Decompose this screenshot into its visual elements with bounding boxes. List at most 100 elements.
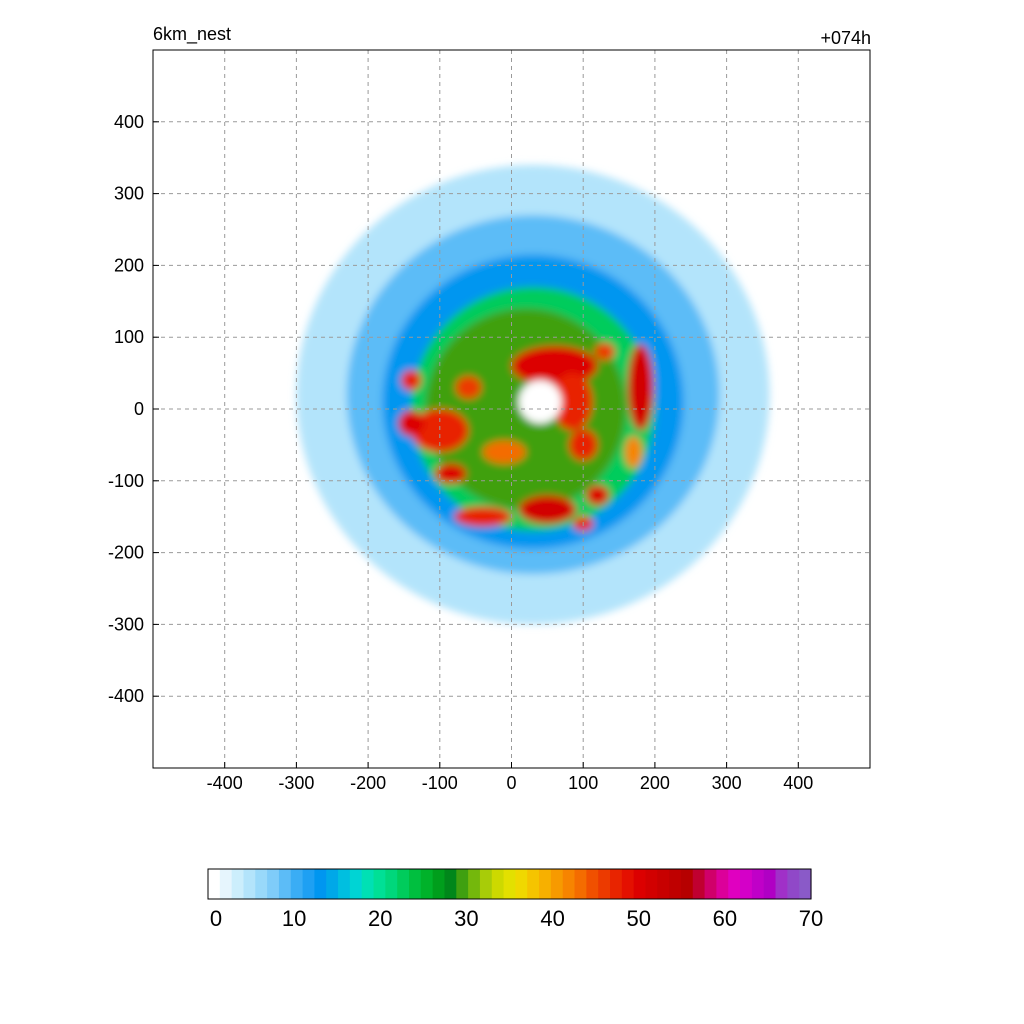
field-cell-19 <box>482 440 526 464</box>
colorbar-swatch-40 <box>680 869 694 899</box>
colorbar-tick-label: 0 <box>210 906 222 931</box>
field-cell-16 <box>401 370 422 391</box>
colorbar-swatch-14 <box>373 869 386 899</box>
y-axis-ticks: 400 300 200 100 0 -100 -200 -300 -400 <box>108 112 159 706</box>
colorbar-swatch-2 <box>231 869 245 899</box>
colorbar-swatch-21 <box>456 869 469 899</box>
panel-title-right: +074h <box>820 28 871 48</box>
x-tick-label: -200 <box>350 773 386 793</box>
colorbar-tick-label: 10 <box>282 906 306 931</box>
x-tick-label: -100 <box>422 773 458 793</box>
y-tick-label: 200 <box>114 255 144 275</box>
field-cell-13 <box>586 485 610 506</box>
colorbar-tick-label: 60 <box>713 906 737 931</box>
colorbar-tick-label: 30 <box>454 906 478 931</box>
x-tick-label: 200 <box>640 773 670 793</box>
colorbar-swatch-36 <box>633 869 647 899</box>
colorbar-swatch-33 <box>598 869 611 899</box>
colorbar-swatch-20 <box>444 869 457 899</box>
field-cell-11 <box>518 495 577 524</box>
x-tick-label: 0 <box>506 773 516 793</box>
colorbar-swatch-43 <box>716 869 729 899</box>
colorbar-swatch-15 <box>385 869 398 899</box>
colorbar-swatch-35 <box>621 869 635 899</box>
colorbar-swatch-46 <box>751 869 765 899</box>
colorbar-swatch-29 <box>550 869 564 899</box>
y-tick-label: -300 <box>108 614 144 634</box>
colorbar-tick-label: 40 <box>540 906 564 931</box>
y-tick-label: 0 <box>134 399 144 419</box>
colorbar-swatch-23 <box>479 869 493 899</box>
reflectivity-field <box>296 164 770 625</box>
colorbar-swatch-3 <box>243 869 256 899</box>
colorbar-swatch-39 <box>669 869 682 899</box>
colorbar-swatch-4 <box>255 869 268 899</box>
y-tick-label: 400 <box>114 112 144 132</box>
colorbar-swatch-25 <box>503 869 517 899</box>
colorbar-swatch-22 <box>468 869 481 899</box>
colorbar-swatch-12 <box>349 869 363 899</box>
x-tick-label: -400 <box>207 773 243 793</box>
field-cell-7 <box>627 344 654 431</box>
colorbar-swatch-18 <box>420 869 434 899</box>
colorbar-swatch-10 <box>326 869 339 899</box>
field-cell-20 <box>624 436 642 468</box>
y-tick-label: 100 <box>114 327 144 347</box>
plot-area <box>153 50 870 768</box>
colorbar-swatch-30 <box>562 869 576 899</box>
colorbar-swatch-16 <box>397 869 410 899</box>
field-cell-10 <box>434 463 467 484</box>
colorbar-swatch-48 <box>775 869 788 899</box>
y-tick-label: 300 <box>114 184 144 204</box>
colorbar <box>208 869 812 899</box>
field-cell-15 <box>455 375 482 399</box>
panel-title-left: 6km_nest <box>153 24 231 45</box>
colorbar-tick-label: 70 <box>799 906 823 931</box>
colorbar-swatch-42 <box>704 869 718 899</box>
colorbar-tick-label: 20 <box>368 906 392 931</box>
colorbar-swatch-0 <box>208 869 221 899</box>
field-cell-12 <box>454 506 512 527</box>
field-cell-6 <box>552 373 593 431</box>
colorbar-swatch-27 <box>527 869 540 899</box>
colorbar-swatch-32 <box>586 869 599 899</box>
y-tick-label: -100 <box>108 471 144 491</box>
x-tick-label: -300 <box>278 773 314 793</box>
colorbar-swatch-13 <box>361 869 375 899</box>
colorbar-swatch-44 <box>728 869 741 899</box>
colorbar-tick-label: 50 <box>626 906 650 931</box>
colorbar-swatch-19 <box>432 869 446 899</box>
colorbar-swatch-8 <box>302 869 316 899</box>
colorbar-swatch-6 <box>278 869 292 899</box>
colorbar-swatch-11 <box>338 869 351 899</box>
colorbar-swatch-50 <box>799 869 812 899</box>
field-cell-9 <box>398 410 425 437</box>
colorbar-swatch-47 <box>763 869 777 899</box>
colorbar-swatch-49 <box>787 869 800 899</box>
x-tick-label: 100 <box>568 773 598 793</box>
colorbar-swatch-34 <box>610 869 623 899</box>
field-cell-17 <box>594 342 615 361</box>
colorbar-swatch-24 <box>491 869 505 899</box>
colorbar-swatch-17 <box>409 869 422 899</box>
colorbar-swatch-41 <box>692 869 706 899</box>
y-tick-label: -400 <box>108 686 144 706</box>
x-axis-ticks: -400 -300 -200 -100 0 100 200 300 400 <box>207 762 813 793</box>
colorbar-swatch-45 <box>740 869 753 899</box>
colorbar-swatch-5 <box>267 869 280 899</box>
colorbar-swatch-7 <box>290 869 304 899</box>
colorbar-swatch-26 <box>515 869 528 899</box>
colorbar-swatch-38 <box>657 869 670 899</box>
colorbar-swatch-9 <box>314 869 327 899</box>
colorbar-swatch-28 <box>539 869 552 899</box>
storm-eye <box>518 380 562 424</box>
colorbar-swatch-37 <box>645 869 658 899</box>
x-tick-label: 400 <box>783 773 813 793</box>
colorbar-frame <box>207 868 812 900</box>
colorbar-ticks: 0 10 20 30 40 50 60 70 <box>210 906 823 931</box>
colorbar-swatch-31 <box>574 869 587 899</box>
y-tick-label: -200 <box>108 543 144 563</box>
colorbar-swatch-1 <box>219 869 233 899</box>
x-tick-label: 300 <box>712 773 742 793</box>
